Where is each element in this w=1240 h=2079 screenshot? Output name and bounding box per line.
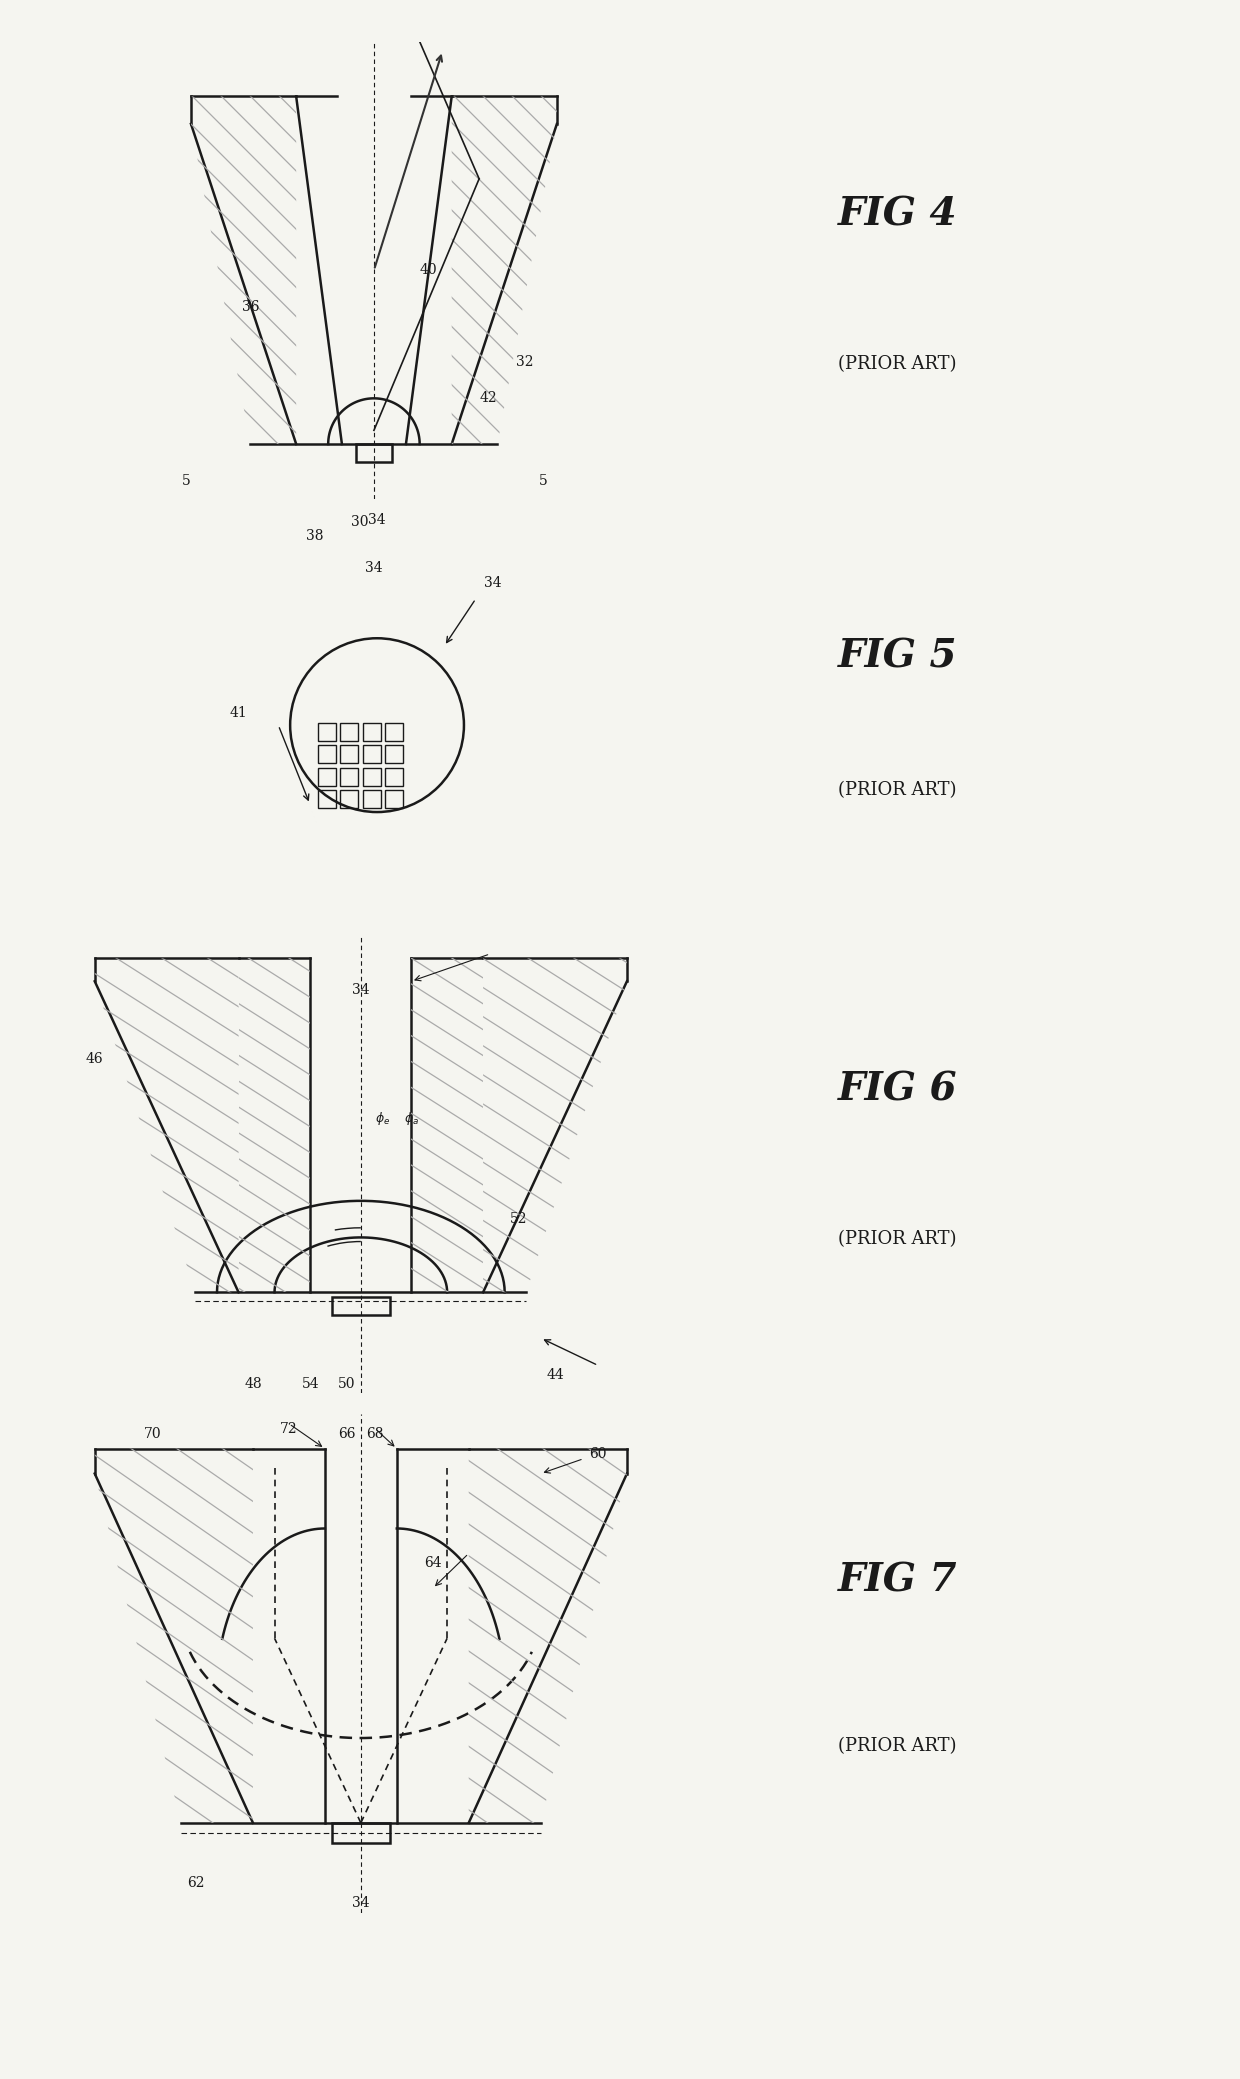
Bar	[363, 744, 381, 763]
Text: 40: 40	[420, 264, 438, 277]
Bar	[317, 744, 336, 763]
Text: 34: 34	[352, 983, 370, 998]
Bar	[356, 445, 392, 462]
Text: 52: 52	[511, 1212, 528, 1227]
Text: (PRIOR ART): (PRIOR ART)	[838, 1231, 957, 1247]
Bar	[363, 790, 381, 809]
Text: 5: 5	[182, 474, 191, 489]
Text: FIG 6: FIG 6	[838, 1071, 957, 1108]
Text: 70: 70	[144, 1426, 161, 1441]
Bar	[340, 744, 358, 763]
Text: 32: 32	[516, 356, 533, 368]
Text: 34: 34	[484, 576, 501, 590]
Bar	[363, 767, 381, 786]
Bar	[386, 790, 403, 809]
Text: 36: 36	[242, 299, 259, 314]
Text: FIG 7: FIG 7	[838, 1561, 957, 1599]
Text: 42: 42	[480, 391, 497, 405]
Text: (PRIOR ART): (PRIOR ART)	[838, 782, 957, 798]
Text: (PRIOR ART): (PRIOR ART)	[838, 1738, 957, 1755]
Text: 60: 60	[589, 1447, 606, 1462]
Text: 41: 41	[229, 707, 248, 719]
Text: 72: 72	[280, 1422, 298, 1437]
Bar	[317, 723, 336, 740]
Bar	[386, 767, 403, 786]
Text: 38: 38	[306, 528, 324, 543]
Bar	[340, 767, 358, 786]
Bar	[317, 790, 336, 809]
Text: 50: 50	[337, 1376, 355, 1391]
Bar	[340, 790, 358, 809]
Text: 64: 64	[424, 1557, 441, 1570]
Text: 54: 54	[301, 1376, 320, 1391]
Text: 30: 30	[351, 516, 370, 528]
Bar	[386, 744, 403, 763]
Text: 34: 34	[365, 561, 383, 574]
Text: 68: 68	[367, 1426, 384, 1441]
Bar	[386, 723, 403, 740]
Bar	[363, 723, 381, 740]
Text: $\phi_e$: $\phi_e$	[376, 1110, 391, 1127]
Text: 66: 66	[337, 1426, 355, 1441]
Bar	[340, 723, 358, 740]
Bar	[332, 1823, 389, 1842]
Text: FIG 5: FIG 5	[838, 638, 957, 676]
Bar	[317, 767, 336, 786]
Text: 48: 48	[244, 1376, 262, 1391]
Text: 5: 5	[539, 474, 548, 489]
Text: FIG 4: FIG 4	[838, 195, 957, 233]
Text: 62: 62	[187, 1875, 205, 1890]
Text: 34: 34	[352, 1896, 370, 1911]
Text: (PRIOR ART): (PRIOR ART)	[838, 356, 957, 372]
Text: 46: 46	[86, 1052, 104, 1067]
Text: $\phi_a$: $\phi_a$	[404, 1110, 419, 1127]
Bar	[332, 1297, 389, 1316]
Text: 44: 44	[546, 1368, 564, 1383]
Text: 34: 34	[368, 514, 386, 526]
